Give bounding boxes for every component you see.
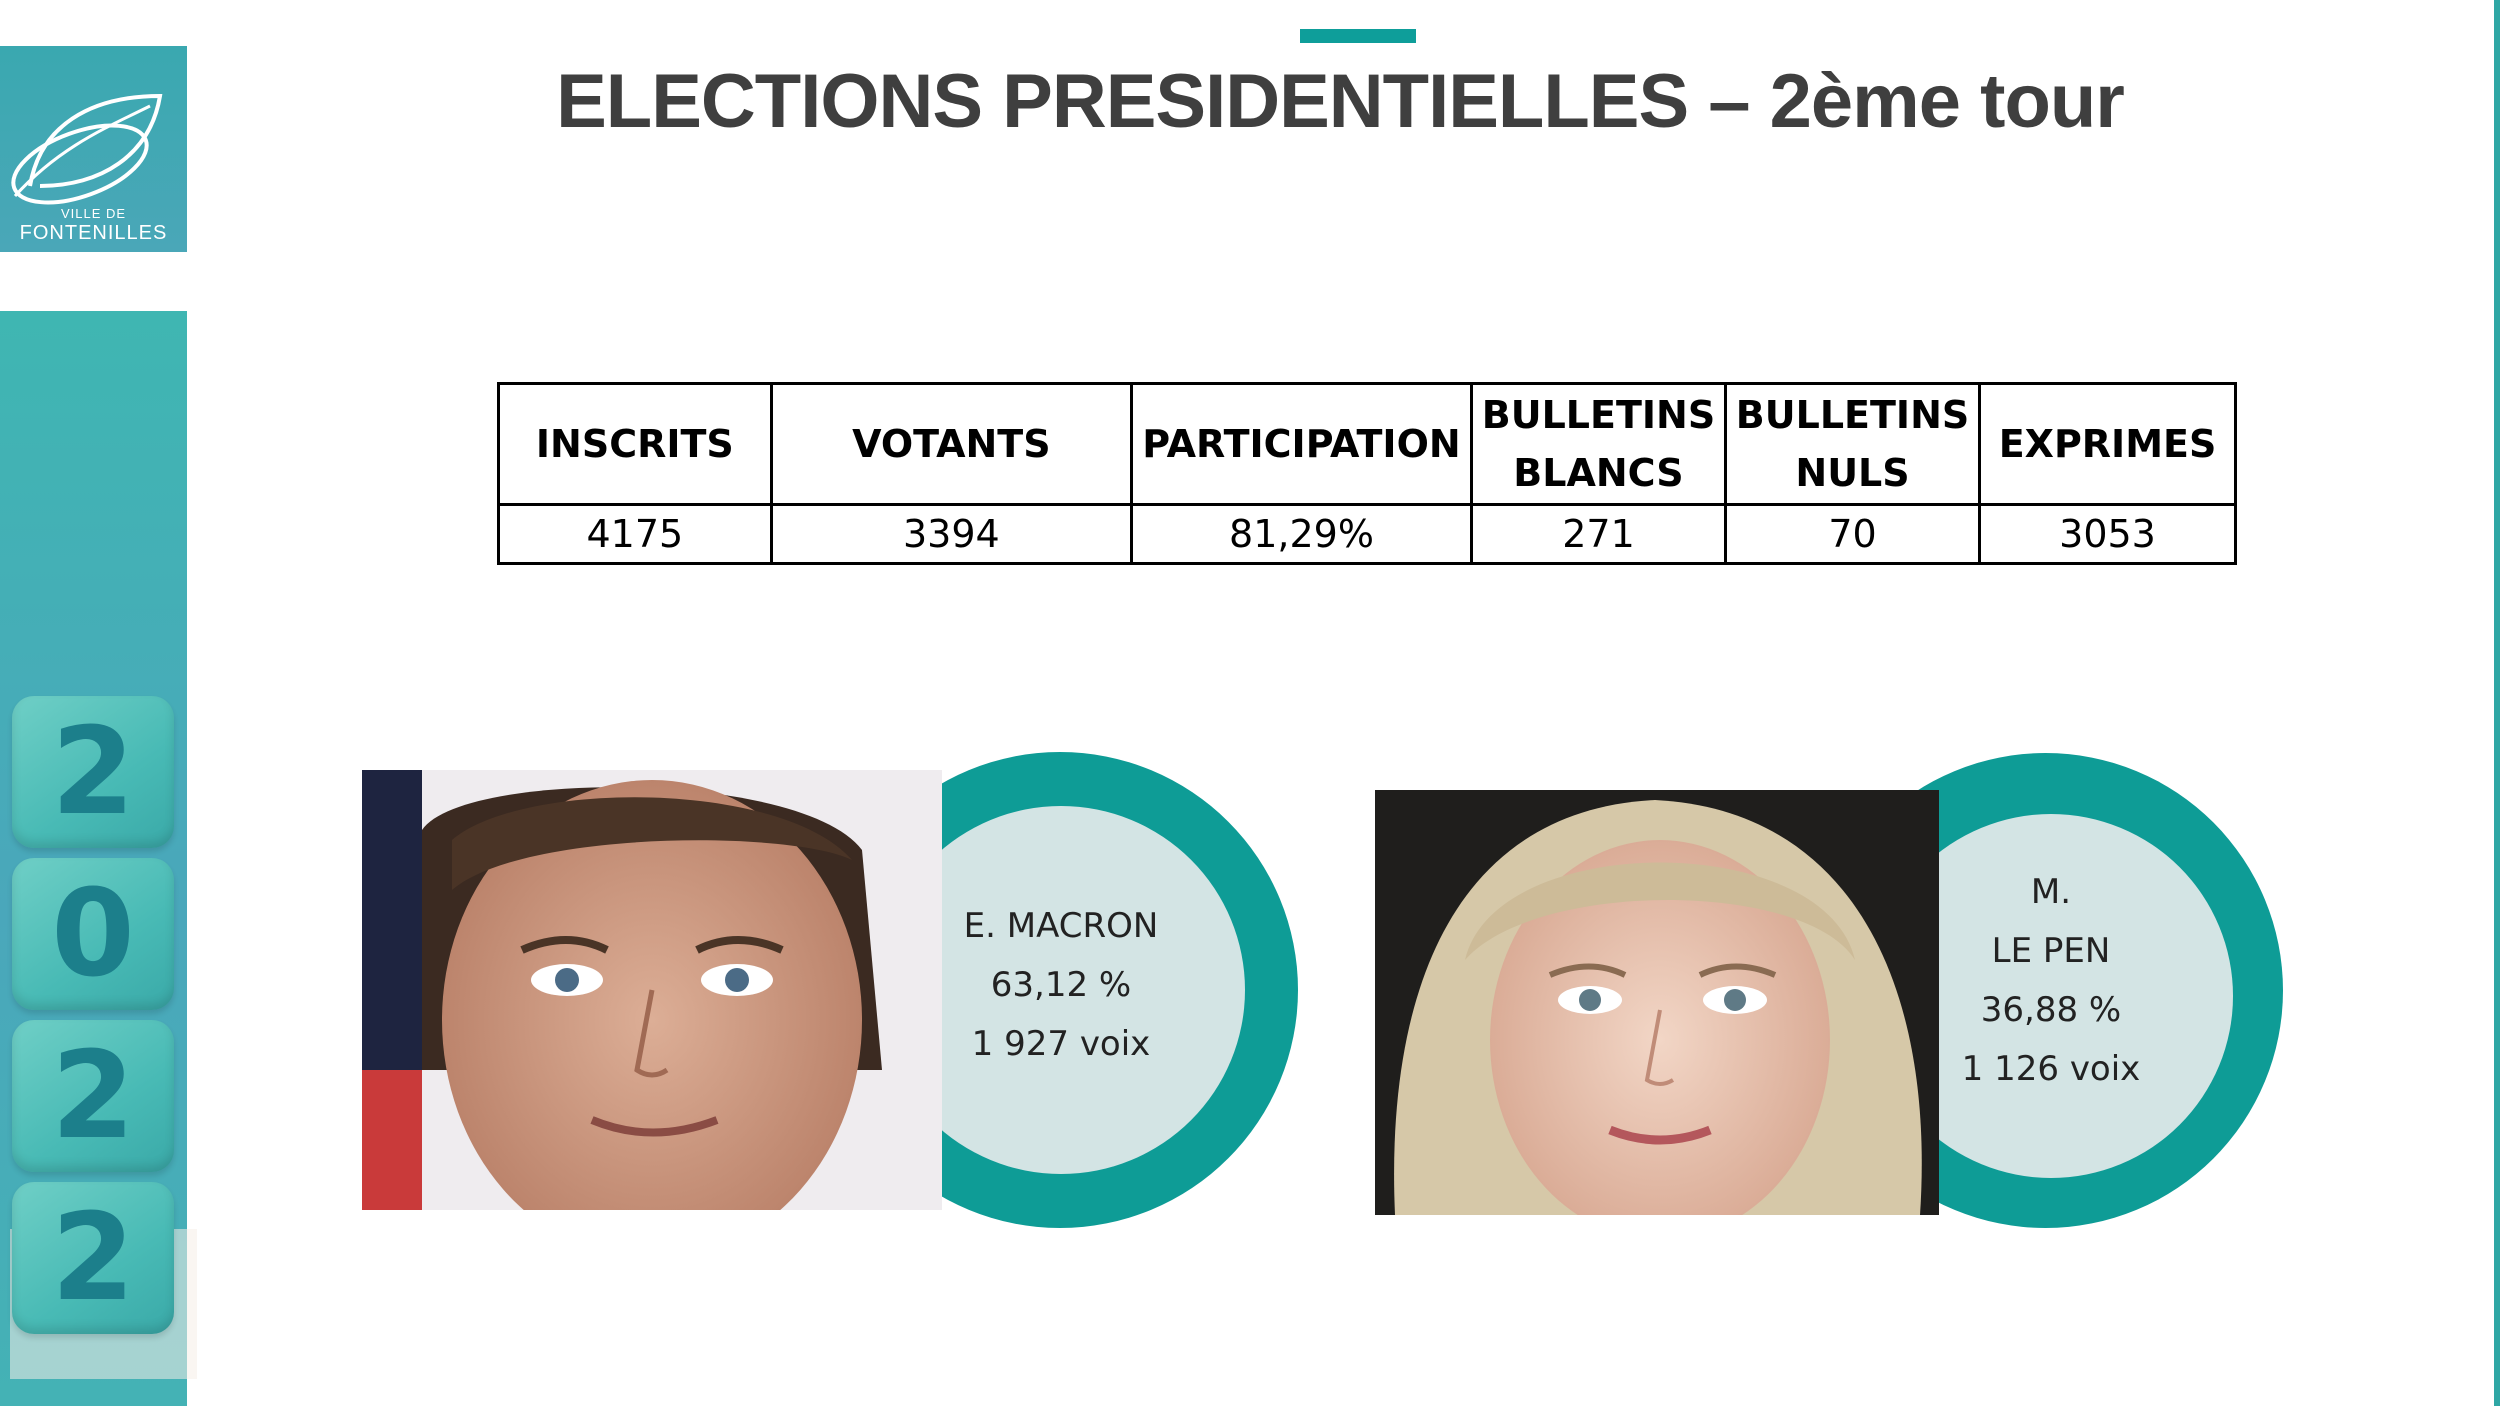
- year-digit-cube: 2: [12, 1020, 174, 1172]
- header-text: INSCRITS: [535, 422, 734, 466]
- year-digit-cube: 2: [12, 696, 174, 848]
- candidate-votes: 1 126 voix: [1961, 1049, 2141, 1089]
- logo-line-1: VILLE DE: [60, 206, 127, 221]
- candidate-votes: 1 927 voix: [971, 1024, 1151, 1064]
- header-text: BLANCS: [1513, 451, 1684, 495]
- candidate-info-macron: E. MACRON 63,12 % 1 927 voix: [877, 897, 1245, 1074]
- value-bulletins-blancs: 271: [1469, 503, 1728, 565]
- year-digit-cube: 2: [12, 1182, 174, 1334]
- header-exprimes: EXPRIMES: [1978, 382, 2237, 506]
- results-table: INSCRITS VOTANTS PARTICIPATION BULLETINS…: [497, 382, 2237, 565]
- leaf-logo-icon: [11, 93, 163, 205]
- candidate-name: LE PEN: [1991, 931, 2111, 971]
- value-inscrits: 4175: [497, 503, 773, 565]
- header-bulletins-nuls: BULLETINS NULS: [1723, 382, 1982, 506]
- header-text: VOTANTS: [852, 422, 1051, 466]
- table-header-row: INSCRITS VOTANTS PARTICIPATION BULLETINS…: [497, 382, 2237, 506]
- value-votants: 3394: [769, 503, 1134, 565]
- candidate-name: M.: [2030, 872, 2072, 912]
- header-text: EXPRIMES: [1998, 422, 2217, 466]
- header-inscrits: INSCRITS: [497, 382, 773, 506]
- year-digit-cube: 0: [12, 858, 174, 1010]
- value-bulletins-nuls: 70: [1723, 503, 1982, 565]
- header-bulletins-blancs: BULLETINS BLANCS: [1469, 382, 1728, 506]
- header-text: NULS: [1795, 451, 1910, 495]
- table-row: 4175 3394 81,29% 271 70 3053: [497, 503, 2237, 565]
- city-logo: VILLE DE FONTENILLES: [0, 46, 187, 252]
- candidate-name: E. MACRON: [963, 906, 1159, 946]
- candidate-info-le-pen: M. LE PEN 36,88 % 1 126 voix: [1869, 863, 2233, 1099]
- candidate-photo-macron: [362, 770, 942, 1210]
- header-participation: PARTICIPATION: [1130, 382, 1473, 506]
- candidate-percent: 36,88 %: [1980, 990, 2122, 1030]
- candidate-percent: 63,12 %: [990, 965, 1132, 1005]
- right-edge-line: [2494, 0, 2500, 1406]
- value-exprimes: 3053: [1978, 503, 2237, 565]
- header-text: BULLETINS: [1481, 393, 1716, 437]
- header-votants: VOTANTS: [769, 382, 1134, 506]
- title-accent-bar: [1300, 29, 1416, 43]
- year-band: 2 0 2 2: [0, 311, 197, 1406]
- logo-line-2: FONTENILLES: [19, 222, 168, 244]
- candidate-photo-le-pen: [1375, 790, 1939, 1215]
- value-participation: 81,29%: [1130, 503, 1473, 565]
- header-text: PARTICIPATION: [1142, 422, 1461, 466]
- page-title: ELECTIONS PRESIDENTIELLES – 2ème tour: [556, 59, 2125, 144]
- header-text: BULLETINS: [1735, 393, 1970, 437]
